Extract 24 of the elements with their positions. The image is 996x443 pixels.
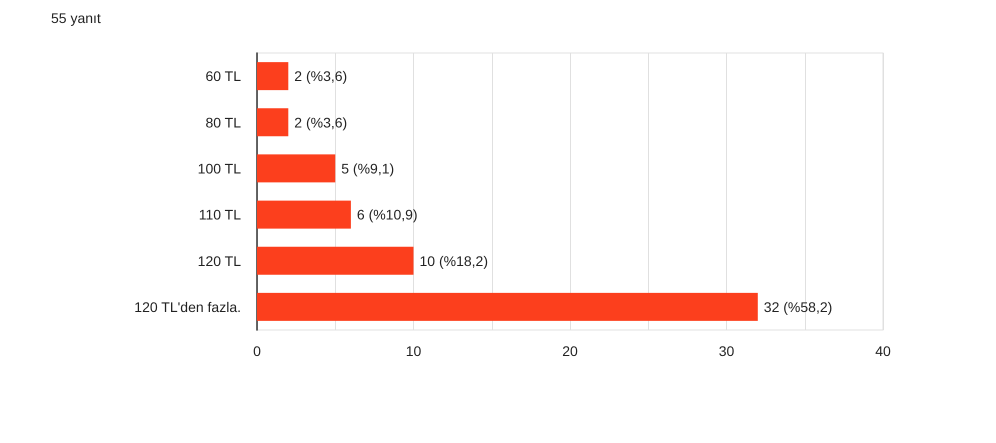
data-label: 6 (%10,9): [356, 206, 418, 223]
bar: [257, 62, 288, 90]
y-tick-label: 120 TL'den fazla.: [134, 298, 241, 315]
y-tick-label: 80 TL: [205, 114, 242, 130]
bar: [257, 292, 758, 321]
data-label: 2 (%3,6): [294, 114, 348, 130]
y-tick-label: 100 TL: [198, 160, 242, 176]
y-tick-label: 120 TL: [198, 252, 242, 269]
data-label: 32 (%58,2): [764, 298, 832, 315]
x-tick-label: 30: [718, 343, 734, 359]
x-tick-label: 20: [562, 343, 578, 359]
y-tick-label: 110 TL: [198, 206, 242, 223]
bar: [257, 108, 288, 136]
y-tick-label: 60 TL: [205, 68, 242, 84]
data-label: 2 (%3,6): [294, 68, 348, 84]
bar: [257, 246, 414, 275]
x-tick-label: 10: [406, 343, 422, 359]
x-tick-label: 0: [253, 343, 262, 359]
bar: [257, 154, 336, 182]
text: 55 yanıt: [51, 10, 101, 26]
bar: [257, 200, 351, 229]
data-label: 10 (%18,2): [420, 252, 488, 269]
data-label: 5 (%9,1): [341, 160, 394, 176]
x-tick-label: 40: [875, 343, 891, 359]
